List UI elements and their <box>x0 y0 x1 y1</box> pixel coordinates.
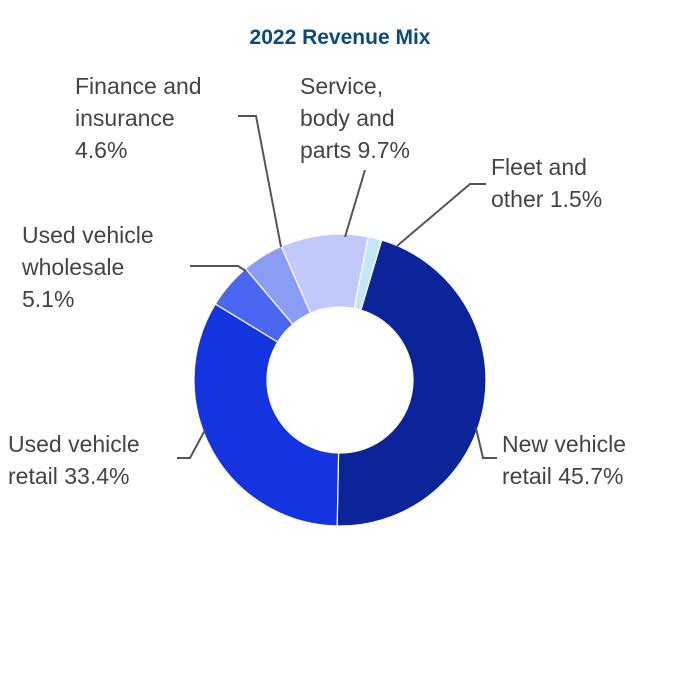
leader-line-service-body-parts <box>344 169 366 238</box>
label-service-body-parts: Service, body and parts 9.7% <box>300 73 410 163</box>
chart-title: 2022 Revenue Mix <box>249 26 431 49</box>
leader-line-new-vehicle-retail <box>475 427 497 459</box>
label-finance-and-insurance: Finance and insurance 4.6% <box>75 73 202 163</box>
slice-used-vehicle-retail <box>193 303 340 527</box>
leader-line-fleet-and-other <box>396 183 486 247</box>
label-fleet-and-other: Fleet and other 1.5% <box>491 154 603 212</box>
leader-line-used-vehicle-retail <box>177 429 206 459</box>
leader-line-used-vehicle-wholesale <box>190 265 247 272</box>
leader-line-finance-and-insurance <box>238 115 282 248</box>
slice-new-vehicle-retail <box>336 239 487 527</box>
label-new-vehicle-retail: New vehicle retail 45.7% <box>502 431 626 489</box>
slice-fleet-and-other <box>353 236 383 311</box>
label-used-vehicle-wholesale: Used vehicle wholesale 5.1% <box>22 222 154 312</box>
label-used-vehicle-retail: Used vehicle retail 33.4% <box>8 431 140 489</box>
